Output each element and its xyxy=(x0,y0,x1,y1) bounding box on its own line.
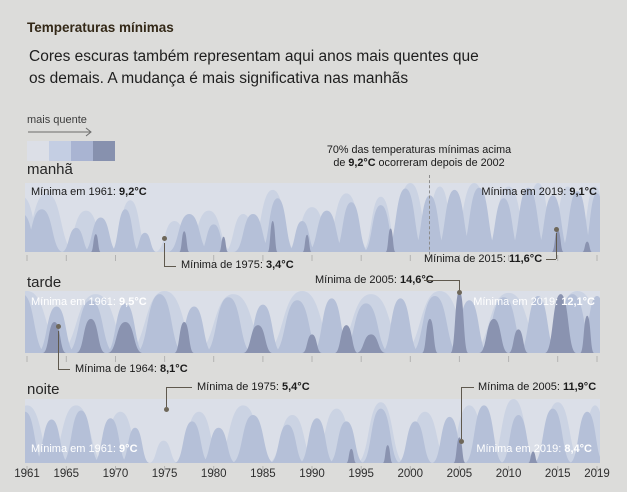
axis-label-1980: 1980 xyxy=(200,468,227,480)
leader-line xyxy=(58,331,59,369)
axis-label-2005: 2005 xyxy=(446,468,473,480)
leader-line xyxy=(424,280,460,281)
annotation-night-2019: Mínima em 2019: 8,4°C xyxy=(476,443,592,455)
chart-strip-night xyxy=(25,399,600,472)
annotation-night-1975: Mínima de 1975: 5,4°C xyxy=(197,381,310,393)
annotation-night-2005: Mínima de 2005: 11,9°C xyxy=(478,381,597,393)
legend-label: mais quente xyxy=(27,114,87,126)
annotation-afternoon-2019: Mínima em 2019: 12,1°C xyxy=(473,296,595,308)
legend-swatch xyxy=(27,141,49,161)
leader-line xyxy=(546,259,556,260)
legend-swatch xyxy=(93,141,115,161)
point-marker xyxy=(459,439,464,444)
area-layer-medium xyxy=(25,405,600,463)
point-marker xyxy=(457,290,462,295)
point-marker xyxy=(162,236,167,241)
axis-label-2015: 2015 xyxy=(544,468,571,480)
axis-label-1985: 1985 xyxy=(250,468,276,480)
legend-swatch xyxy=(49,141,71,161)
annotation-afternoon-1961: Mínima em 1961: 9,5°C xyxy=(31,296,147,308)
leader-line xyxy=(461,387,462,439)
subtitle-line-2: os demais. A mudança é mais significativ… xyxy=(29,70,409,87)
annotation-night-1961: Mínima em 1961: 9°C xyxy=(31,443,138,455)
axis-label-1990: 1990 xyxy=(299,468,325,480)
leader-line xyxy=(58,369,70,370)
leader-line xyxy=(461,387,474,388)
point-marker xyxy=(56,324,61,329)
area-layer-light xyxy=(25,183,600,252)
leader-line xyxy=(166,387,192,388)
annotation-afternoon-2005: Mínima de 2005: 14,6°C xyxy=(315,274,434,286)
section-label-morning: manhã xyxy=(27,161,73,178)
area-layer-medium xyxy=(25,294,600,353)
dashed-marker-2002 xyxy=(429,175,430,260)
axis-label-2010: 2010 xyxy=(495,468,522,480)
chart-strip-afternoon xyxy=(25,291,600,362)
chart-strip-morning xyxy=(25,183,600,261)
subtitle: Cores escuras também representam aqui an… xyxy=(29,46,604,90)
point-marker xyxy=(164,407,169,412)
annotation-morning-2019: Mínima em 2019: 9,1°C xyxy=(481,186,597,198)
axis-label-1970: 1970 xyxy=(102,468,129,480)
axis-label-1995: 1995 xyxy=(348,468,374,480)
leader-line xyxy=(164,243,165,266)
page-title: Temperaturas mínimas xyxy=(27,20,174,35)
leader-line xyxy=(164,266,176,267)
section-label-night: noite xyxy=(27,381,60,398)
leader-line xyxy=(459,280,460,291)
legend-swatch xyxy=(71,141,93,161)
note-70-percent: 70% das temperaturas mínimas acima de 9,… xyxy=(326,144,512,169)
axis-label-1961: 1961 xyxy=(14,468,40,480)
x-axis: 1961 1965 1970 1975 1980 1985 1990 1995 2000 2005… xyxy=(0,468,627,484)
subtitle-line-1: Cores escuras também representam aqui an… xyxy=(29,48,479,65)
axis-label-1975: 1975 xyxy=(151,468,178,480)
leader-line xyxy=(166,387,167,407)
annotation-morning-1975: Mínima de 1975: 3,4°C xyxy=(181,259,294,271)
annotation-morning-2015: Mínima de 2015: 11,6°C xyxy=(424,253,543,265)
annotation-morning-1961: Mínima em 1961: 9,2°C xyxy=(31,186,147,198)
legend-color-scale xyxy=(27,141,115,161)
right-arrow-icon xyxy=(28,127,92,137)
axis-label-2019: 2019 xyxy=(584,468,610,480)
leader-line xyxy=(556,233,557,259)
annotation-afternoon-1964: Mínima de 1964: 8,1°C xyxy=(75,363,188,375)
axis-label-1965: 1965 xyxy=(53,468,80,480)
area-layer-medium xyxy=(25,187,600,252)
axis-label-2000: 2000 xyxy=(397,468,424,480)
area-layer-dark xyxy=(42,291,595,353)
point-marker xyxy=(554,227,559,232)
section-label-afternoon: tarde xyxy=(27,274,62,291)
